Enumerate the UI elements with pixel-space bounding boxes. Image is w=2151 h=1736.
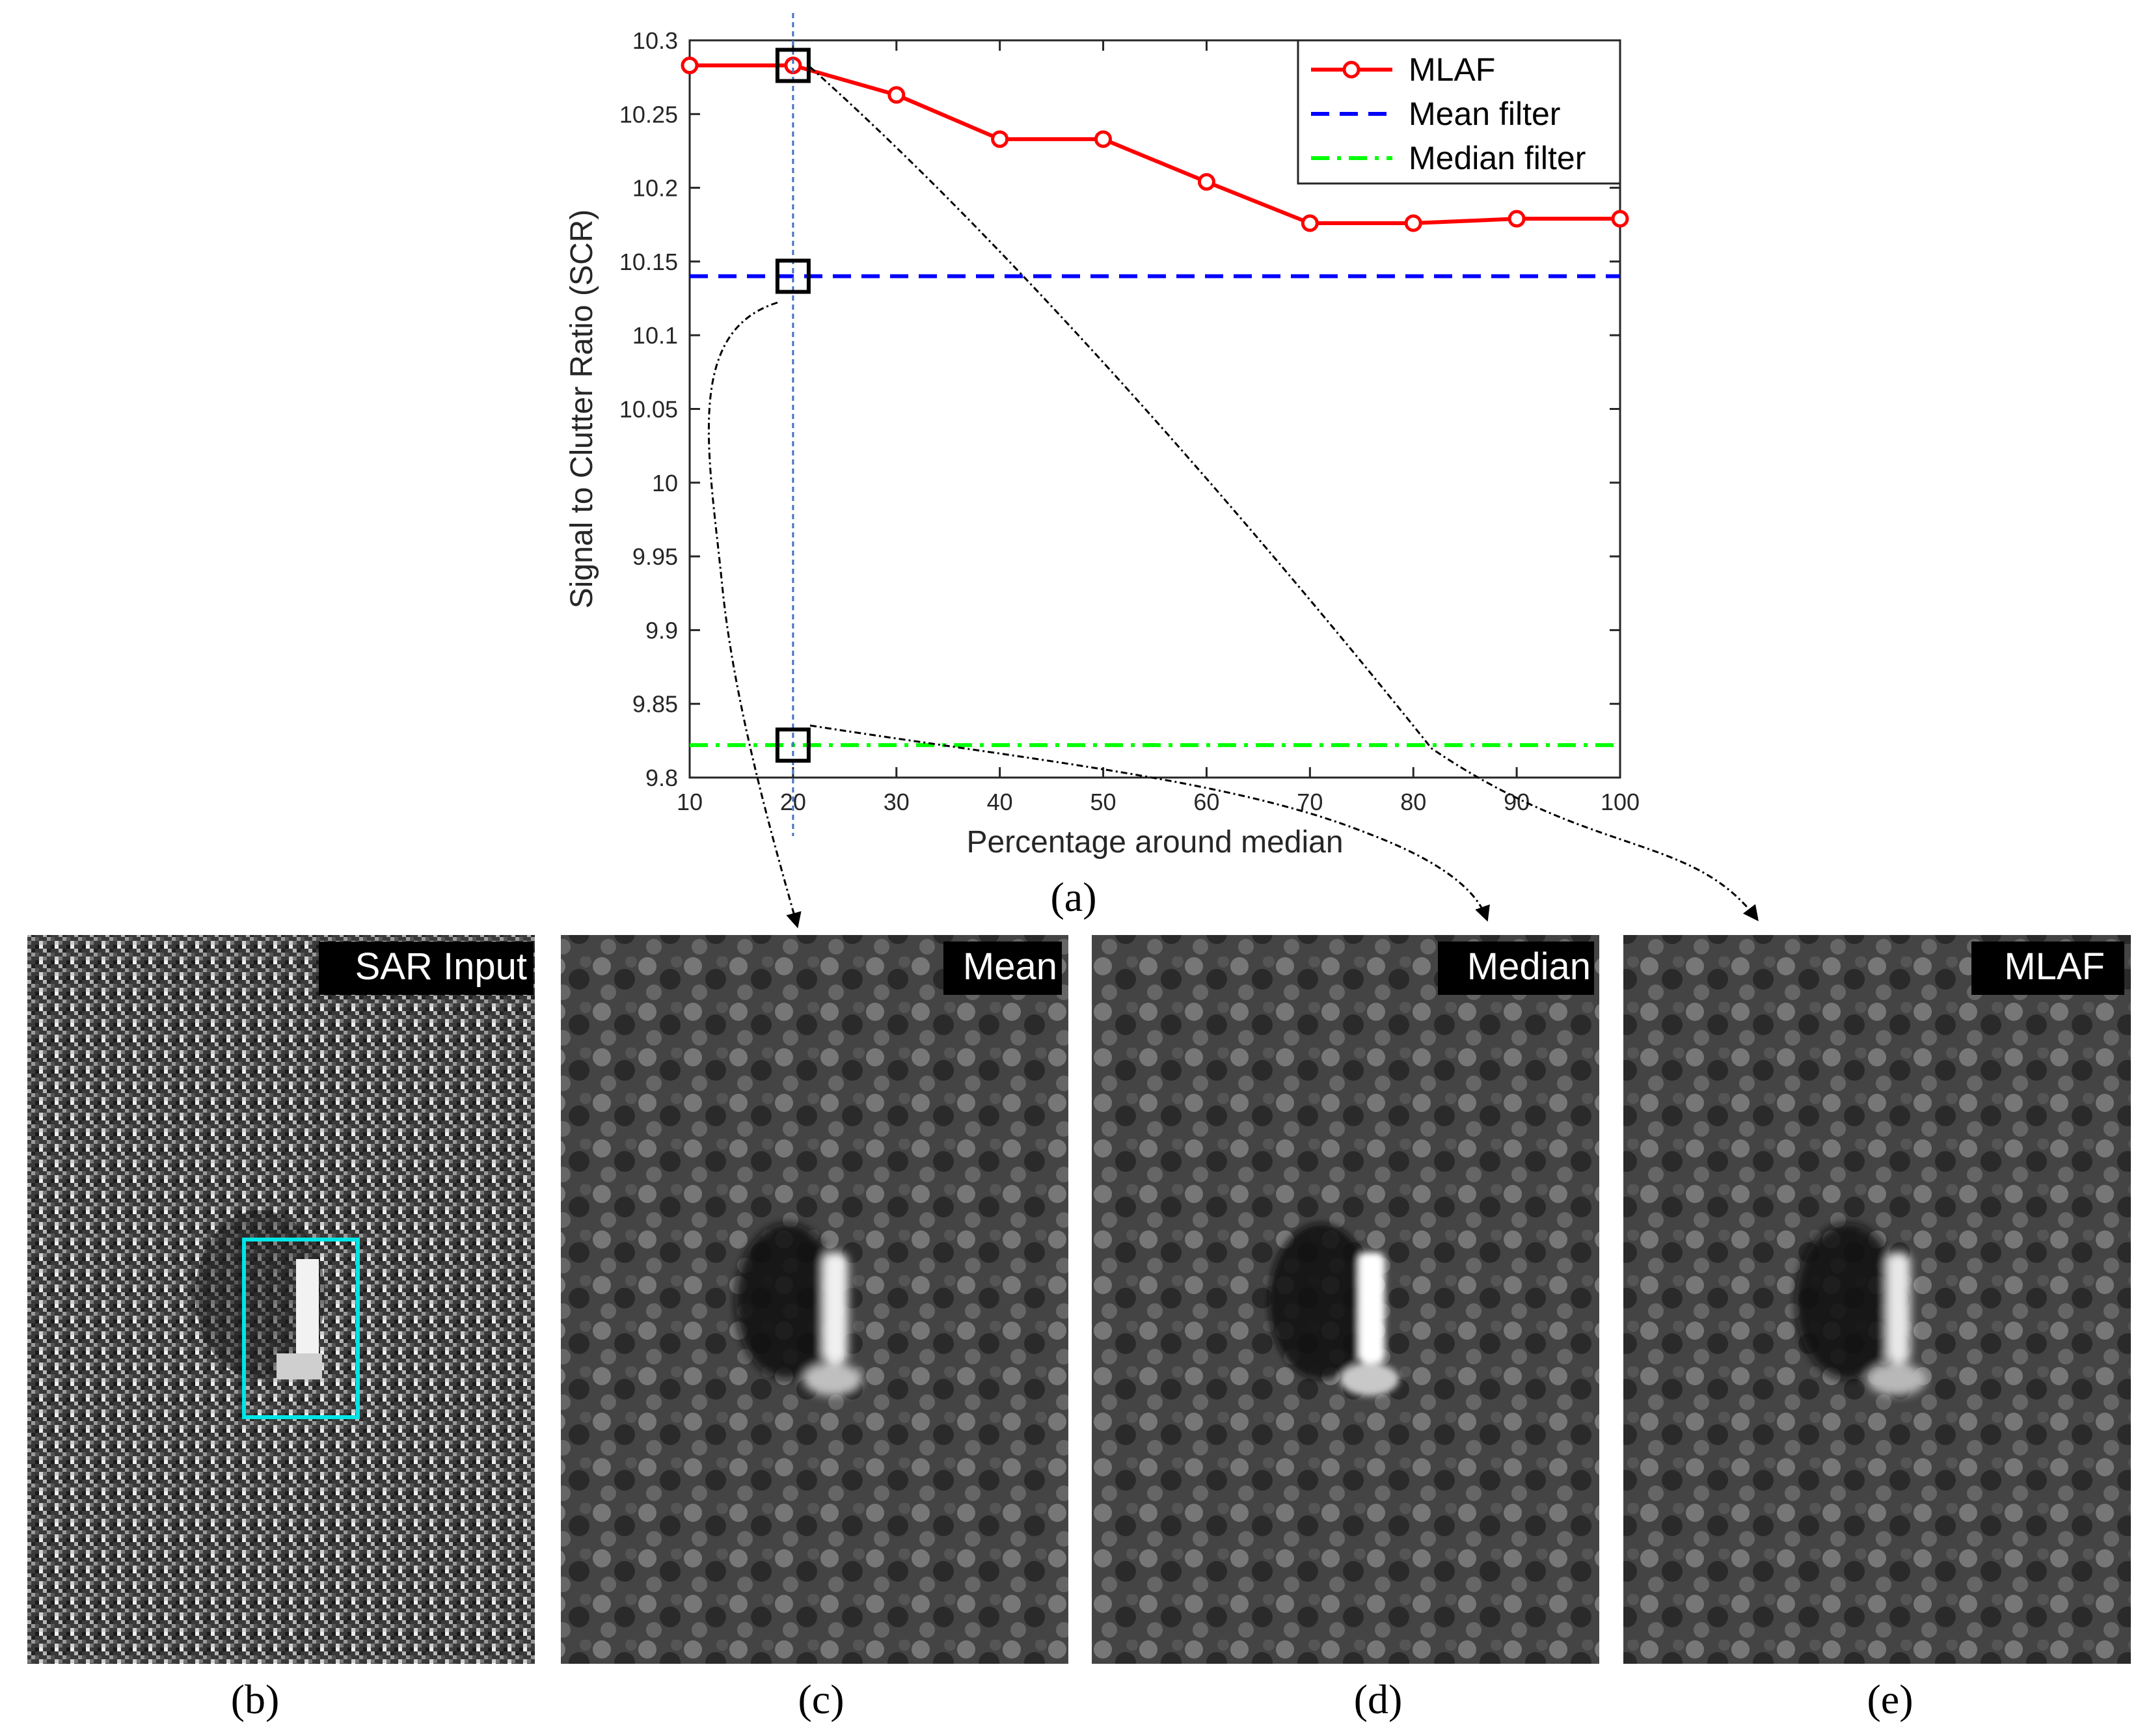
x-axis-ticks: 10 20 30 40 50 60 70 80 90 100 [677,40,1640,815]
data-point-marker [1404,214,1422,232]
panel-label-mean: Mean [963,945,1057,988]
label-bg [1438,942,1594,995]
target-box [242,1238,360,1419]
data-point-marker [1508,210,1526,228]
y-tick-label: 10 [652,470,678,496]
data-point-marker [1301,214,1319,232]
panel-label-sar-input: SAR Input [355,945,527,988]
x-tick-label: 90 [1504,789,1530,815]
label-bg [943,942,1062,995]
caption-b: (b) [231,1676,280,1722]
panel-label-mlaf: MLAF [2004,945,2105,988]
panel-label-median: Median [1467,945,1591,988]
data-point-marker [1197,173,1215,191]
x-axis-label: Percentage around median [966,825,1343,860]
legend-entry: Mean filter [1409,96,1560,132]
x-tick-label: 60 [1193,789,1219,815]
x-tick-label: 30 [884,789,910,815]
legend-entry: MLAF [1409,51,1495,88]
y-tick-label: 9.85 [632,691,678,718]
legend: MLAF Mean filter Median filter [1297,39,1621,185]
panel-c-mean: Mean (c) [561,935,1068,1722]
label-bg [319,942,534,995]
panel-d-median: Median (d) [1092,935,1599,1722]
x-tick-label: 40 [987,789,1013,815]
caption-d: (d) [1354,1676,1403,1722]
series-layer [681,57,1629,748]
highlight-boxes [775,47,811,763]
x-tick-label: 50 [1090,789,1116,815]
x-tick-label: 10 [677,789,703,815]
data-point-marker [1094,130,1113,148]
caption-a: (a) [1050,874,1096,920]
highlight-box [775,727,811,763]
y-tick-label: 10.05 [619,396,678,423]
highlight-box [775,258,811,294]
y-axis-ticks: 9.8 9.85 9.9 9.95 10 10.05 10.1 10.15 10.2 10.25 1… [619,27,1620,791]
series-line-mlaf [690,63,1620,225]
data-point-marker [681,57,699,75]
caption-e: (e) [1867,1676,1913,1722]
sar-shadow [195,1210,325,1379]
y-tick-label: 10.2 [632,175,678,202]
y-tick-label: 9.8 [645,765,678,791]
data-point-marker [887,86,906,104]
data-point-marker [991,130,1009,148]
y-tick-label: 10.1 [632,322,678,349]
connector-arrows [707,66,1759,929]
y-tick-label: 9.9 [645,617,678,644]
arrow-median-to-panel [809,724,1490,922]
scr-chart: 10 20 30 40 50 60 70 80 90 100 9.89.859.99.951010… [565,13,1640,920]
x-tick-label: 20 [780,789,806,815]
y-tick-label: 9.95 [632,543,678,570]
legend-entry: Median filter [1409,140,1586,176]
highlight-box [775,47,811,83]
panel-b-sar-input: SAR Input (b) [27,935,535,1722]
y-tick-label: 10.15 [619,249,678,275]
label-bg [1971,942,2124,995]
y-tick-label: 10.25 [619,101,678,128]
y-axis-label: Signal to Clutter Ratio (SCR) [565,210,599,609]
legend-marker [1342,61,1360,79]
x-tick-label: 80 [1400,789,1426,815]
x-tick-label: 100 [1601,789,1640,815]
y-tick-label: 10.3 [632,27,678,54]
caption-c: (c) [798,1676,844,1722]
panel-e-mlaf: MLAF (e) [1623,935,2131,1722]
data-point-marker [1611,210,1629,228]
